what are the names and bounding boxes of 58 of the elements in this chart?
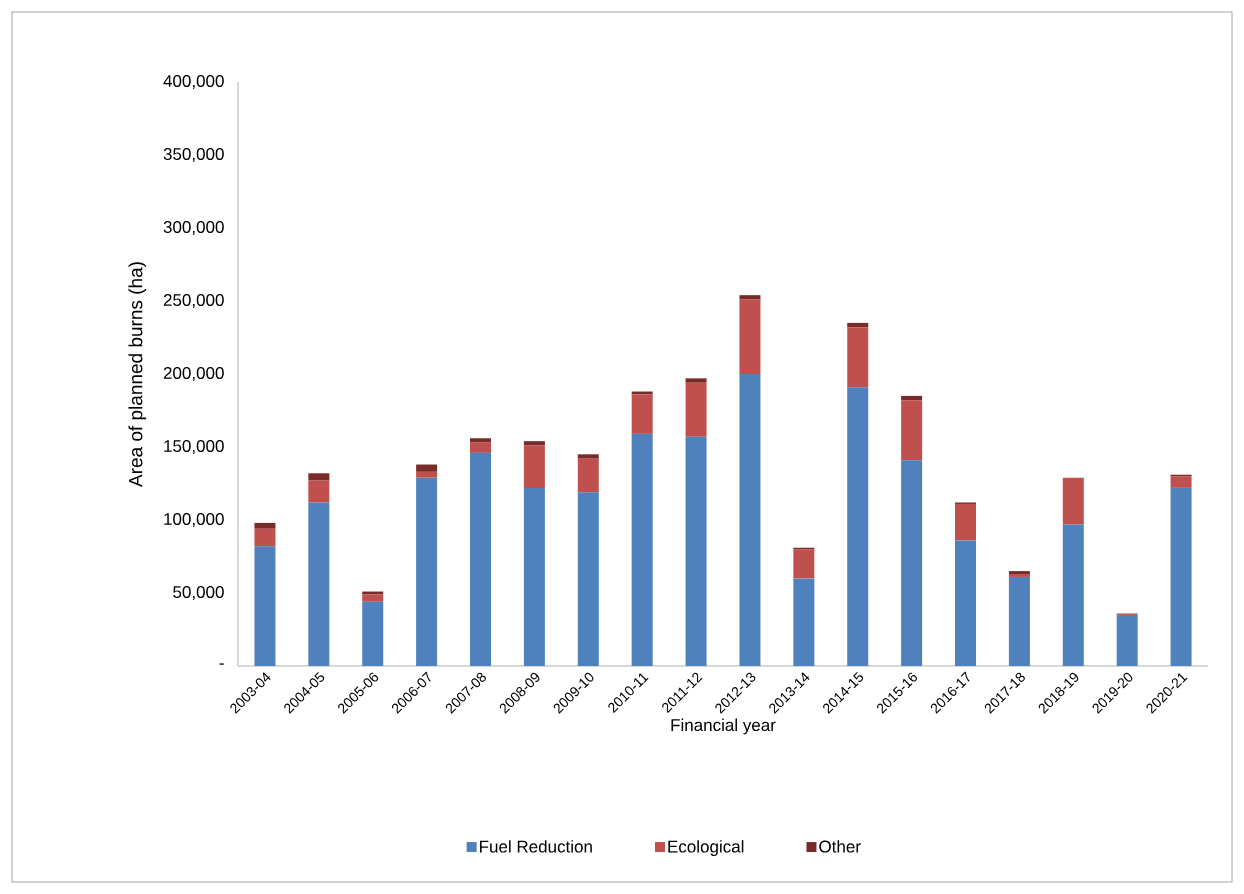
y-tick-label: 50,000 [173, 585, 224, 601]
bar [685, 382, 707, 437]
bar [523, 445, 545, 488]
bar [308, 502, 330, 666]
bar [1116, 614, 1138, 666]
legend-label: Other [819, 840, 861, 853]
bar [901, 400, 923, 461]
bar [470, 442, 491, 453]
y-tick-label: 400,000 [163, 74, 224, 90]
bar [577, 492, 599, 666]
y-tick-label: 250,000 [163, 293, 224, 309]
bar [955, 540, 977, 666]
bar [793, 549, 815, 579]
bar [308, 480, 330, 503]
bar [470, 438, 491, 443]
bar [523, 487, 545, 666]
bar [739, 295, 761, 300]
bar [631, 394, 653, 434]
bar [308, 473, 330, 481]
bar [847, 322, 869, 328]
y-tick-label: 100,000 [164, 512, 224, 528]
bar [631, 433, 653, 666]
bar [362, 601, 384, 666]
bar [362, 594, 384, 602]
bar [1008, 576, 1030, 666]
bar [523, 441, 545, 446]
bar [254, 528, 276, 547]
bar [847, 327, 869, 388]
bar [470, 452, 491, 666]
legend-label: Ecological [668, 840, 744, 856]
bar [1170, 487, 1192, 666]
bar [739, 374, 761, 666]
bar [739, 299, 761, 374]
bar [847, 387, 869, 666]
bar [793, 578, 815, 666]
bar [416, 477, 438, 666]
bar [901, 395, 923, 401]
bar [1062, 524, 1084, 666]
y-tick-label: 350,000 [163, 147, 224, 163]
bar [685, 378, 707, 383]
bar [955, 503, 977, 541]
bar [1062, 477, 1084, 525]
bar [685, 436, 707, 666]
legend-label: Fuel Reduction [480, 840, 592, 853]
y-axis-title: Area of planned burns (ha) [128, 262, 147, 487]
y-tick-label: 200,000 [163, 366, 224, 382]
y-tick-label: 300,000 [163, 220, 224, 236]
bar [1170, 476, 1192, 488]
bar [577, 458, 599, 493]
bar [254, 522, 276, 529]
bar [254, 546, 276, 666]
bar [577, 454, 599, 459]
bar [901, 460, 923, 666]
y-tick-label: - [219, 663, 224, 665]
y-tick-label: 150,000 [164, 439, 224, 455]
x-axis-title: Financial year [671, 718, 776, 735]
bar [416, 471, 438, 478]
bar [416, 464, 438, 472]
